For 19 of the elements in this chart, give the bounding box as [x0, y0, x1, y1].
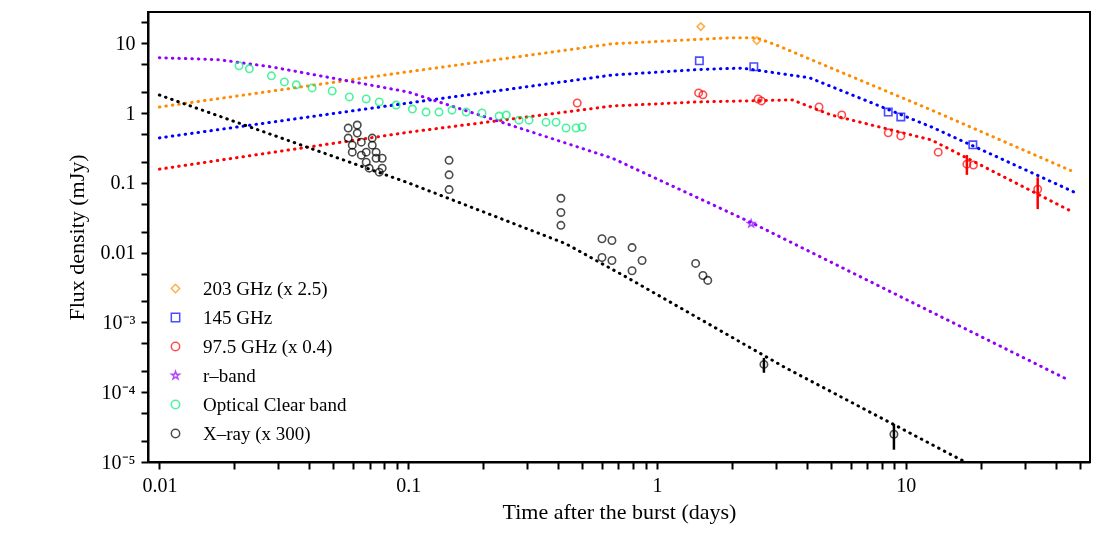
y-tick-label: 10⁻⁴	[101, 380, 136, 403]
legend-label: r–band	[203, 364, 257, 386]
legend-label: 145 GHz	[203, 306, 273, 328]
y-tick-label: 10⁻⁵	[101, 450, 136, 473]
x-axis-title: Time after the burst (days)	[502, 498, 737, 524]
legend-label: X–ray (x 300)	[203, 422, 311, 445]
y-axis-title: Flux density (mJy)	[63, 154, 89, 321]
x-tick-label: 10	[896, 473, 917, 496]
x-tick-label: 0.01	[142, 473, 178, 496]
x-tick-label: 0.1	[396, 473, 422, 496]
legend-label: Optical Clear band	[203, 393, 347, 415]
legend-label: 203 GHz (x 2.5)	[203, 277, 328, 300]
y-tick-label: 0.01	[100, 241, 136, 264]
y-tick-label: 10	[115, 31, 136, 54]
legend-label: 97.5 GHz (x 0.4)	[203, 335, 333, 358]
x-tick-label: 1	[652, 473, 663, 496]
y-tick-label: 1	[125, 101, 136, 124]
y-tick-label: 0.1	[110, 171, 136, 194]
y-tick-label: 10⁻³	[102, 310, 136, 333]
